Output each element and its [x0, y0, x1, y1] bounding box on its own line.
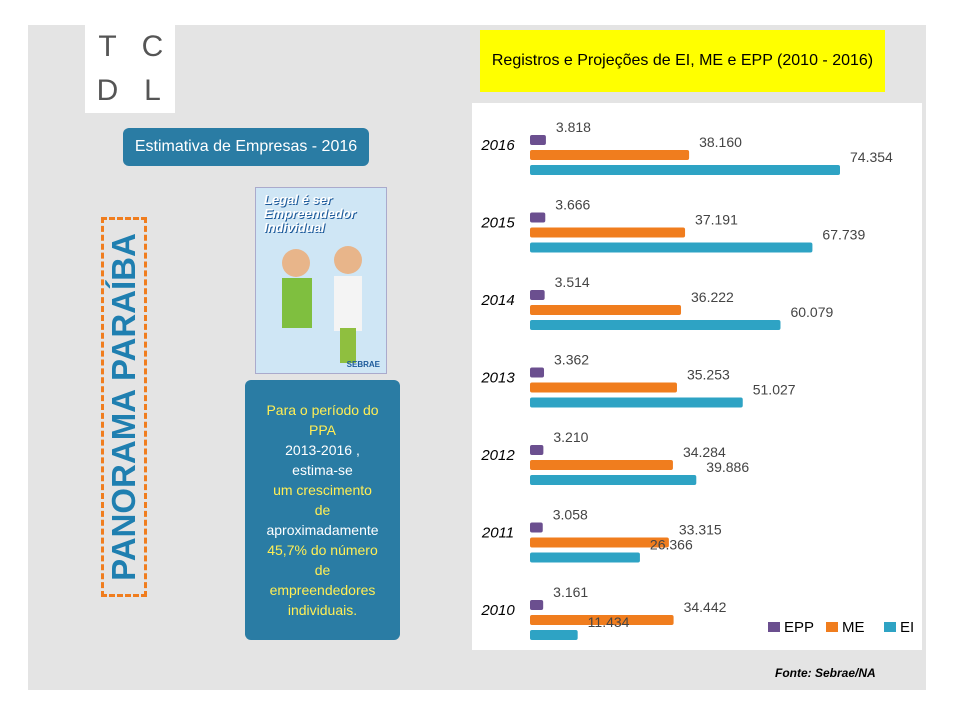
note-line: de — [314, 502, 331, 518]
logo-letter: L — [144, 74, 161, 107]
bar — [530, 135, 546, 145]
value-label: 26.366 — [650, 537, 693, 553]
legend-label: EI — [900, 619, 914, 636]
bar — [530, 227, 686, 238]
note-line: 2013-2016 , — [285, 442, 360, 458]
value-label: 3.210 — [553, 429, 588, 445]
poster-text: Legal é ser — [264, 192, 332, 207]
logo-letter: C — [141, 30, 164, 63]
value-label: 38.160 — [699, 134, 742, 150]
note-line: de — [314, 562, 331, 578]
poster: Legal é ser Empreendedor Individual SEBR… — [255, 187, 387, 374]
legend-swatch — [884, 622, 896, 632]
bar — [530, 522, 543, 533]
value-label: 39.886 — [706, 459, 749, 475]
bar — [530, 242, 813, 253]
note-line: individuais. — [287, 602, 358, 618]
y-tick-label: 2014 — [480, 292, 514, 309]
poster-text: Empreendedor — [264, 206, 356, 221]
legend-label: ME — [842, 619, 865, 636]
note-line: empreendedores — [269, 582, 376, 598]
note-line: estima-se — [292, 462, 353, 478]
bar — [530, 150, 690, 160]
y-tick-label: 2011 — [481, 525, 514, 542]
y-tick-label: 2016 — [480, 137, 515, 154]
source: Fonte: Sebrae/NA — [775, 666, 876, 680]
poster-text: Individual — [264, 220, 325, 235]
logo-letter: D — [96, 74, 119, 107]
value-label: 67.739 — [822, 227, 865, 243]
value-label: 36.222 — [691, 289, 734, 305]
value-label: 3.666 — [555, 197, 590, 213]
value-label: 51.027 — [753, 382, 796, 398]
value-label: 3.161 — [553, 584, 588, 600]
bar — [530, 165, 840, 175]
bar — [530, 475, 697, 485]
y-tick-label: 2015 — [480, 215, 515, 232]
bar — [530, 397, 743, 408]
logo: T C D L — [85, 25, 175, 113]
legend-swatch — [826, 622, 838, 632]
value-label: 34.284 — [683, 444, 726, 460]
value-label: 3.058 — [553, 507, 588, 523]
bar — [530, 290, 545, 300]
legend-swatch — [768, 622, 780, 632]
chart: 2016 3.818 38.160 74.354 2015 3.666 37.191 67.7… — [472, 103, 922, 650]
note-line: aproximadamente — [266, 522, 379, 538]
value-label: 37.191 — [695, 212, 738, 228]
bar — [530, 305, 682, 315]
y-tick-label: 2012 — [480, 447, 515, 464]
value-label: 33.315 — [679, 522, 722, 538]
button[interactable]: Estimativa de Empresas - 2016 — [123, 128, 369, 166]
bar — [530, 460, 673, 470]
bar — [530, 445, 544, 455]
note-box: Para o período do PPA 2013-2016 , estima-se… — [245, 380, 400, 640]
note-line: um crescimento — [273, 482, 372, 498]
y-tick-label: 2013 — [480, 370, 515, 387]
bar — [530, 552, 640, 563]
bar — [530, 367, 545, 378]
value-label: 3.514 — [555, 274, 590, 290]
title: Registros e Projeções de EI, ME e EPP (2… — [480, 30, 885, 92]
vertical-title: PANORAMA PARAÍBA — [105, 233, 142, 581]
bar — [530, 630, 578, 640]
value-label: 35.253 — [687, 367, 730, 383]
value-label: 60.079 — [790, 304, 833, 320]
bar — [530, 615, 674, 625]
bar — [530, 600, 544, 610]
poster-figures — [282, 246, 362, 363]
value-label: 34.442 — [684, 599, 727, 615]
bar — [530, 212, 546, 223]
y-tick-label: 2010 — [480, 602, 515, 619]
value-label: 3.362 — [554, 352, 589, 368]
vertical-title-box: PANORAMA PARAÍBA — [101, 217, 147, 597]
poster-brand: SEBRAE — [346, 360, 380, 369]
bar — [530, 320, 781, 330]
value-label: 11.434 — [588, 614, 630, 630]
value-label: 3.818 — [556, 119, 591, 135]
note-line: 45,7% do número — [267, 542, 378, 558]
note-line: PPA — [309, 422, 336, 438]
logo-letter: T — [98, 30, 117, 63]
legend-label: EPP — [784, 619, 814, 636]
bar — [530, 382, 677, 393]
note-line: Para o período do — [266, 402, 379, 418]
bar — [530, 537, 669, 548]
value-label: 74.354 — [850, 149, 893, 165]
